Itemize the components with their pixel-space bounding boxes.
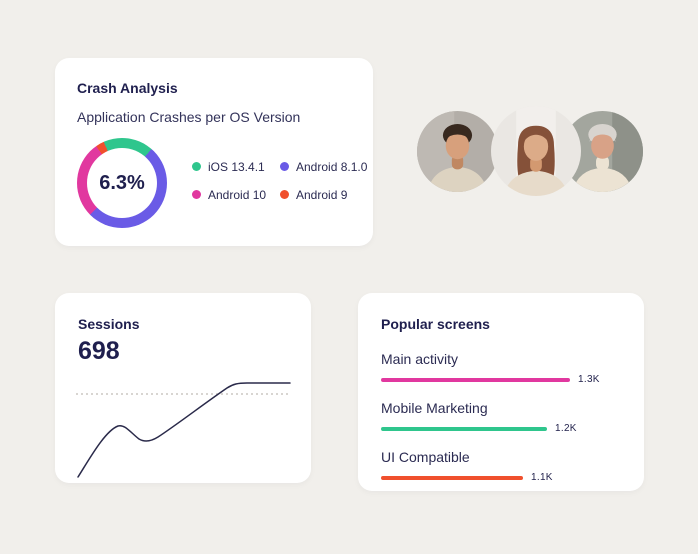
crash-donut-hole (87, 148, 157, 218)
screen-row-main-activity: Main activity 1.3K (381, 351, 626, 391)
avatar-photo-2[interactable] (491, 106, 581, 196)
legend-item-android-10: Android 10 (192, 186, 280, 203)
crash-card-subtitle: Application Crashes per OS Version (77, 109, 301, 125)
legend-dot (192, 190, 201, 199)
legend-item-ios: iOS 13.4.1 (192, 158, 280, 175)
screen-row-mobile-marketing: Mobile Marketing 1.2K (381, 400, 626, 440)
crash-rate-value: 6.3% (99, 171, 145, 194)
crash-donut-chart: 6.3% (77, 138, 167, 228)
legend-label: Android 9 (296, 187, 348, 202)
legend-item-android-9: Android 9 (280, 186, 367, 203)
sessions-title: Sessions (78, 316, 140, 332)
popular-screens-title: Popular screens (381, 316, 490, 332)
screen-bar (381, 475, 523, 480)
screen-bar (381, 377, 570, 382)
avatar-photo-1[interactable] (417, 111, 498, 192)
legend-dot (192, 162, 201, 171)
sessions-card: Sessions 698 (55, 293, 311, 483)
crash-analysis-card: Crash Analysis Application Crashes per O… (55, 58, 373, 246)
legend-item-android-810: Android 8.1.0 (280, 158, 367, 175)
sessions-trend-line (77, 382, 291, 478)
crash-card-title: Crash Analysis (77, 80, 178, 96)
sessions-count: 698 (78, 337, 120, 365)
legend-dot (280, 162, 289, 171)
avatar-woman-illustration (491, 106, 581, 196)
screen-value: 1.3K (578, 374, 600, 385)
crash-legend: iOS 13.4.1 Android 8.1.0 Android 10 Andr… (192, 158, 367, 203)
screen-label: Main activity (381, 351, 459, 367)
screen-value: 1.1K (531, 472, 553, 483)
legend-label: Android 10 (208, 187, 267, 202)
sessions-line-chart (76, 382, 291, 478)
legend-label: iOS 13.4.1 (208, 159, 265, 174)
screen-label: UI Compatible (381, 449, 470, 465)
screen-label: Mobile Marketing (381, 400, 488, 416)
popular-screens-card: Popular screens Main activity 1.3K Mobil… (358, 293, 644, 491)
legend-dot (280, 190, 289, 199)
screen-value: 1.2K (555, 423, 577, 434)
screen-row-ui-compatible: UI Compatible 1.1K (381, 449, 626, 489)
avatar-man-illustration (417, 111, 498, 192)
legend-label: Android 8.1.0 (296, 159, 368, 174)
screen-bar (381, 426, 547, 431)
